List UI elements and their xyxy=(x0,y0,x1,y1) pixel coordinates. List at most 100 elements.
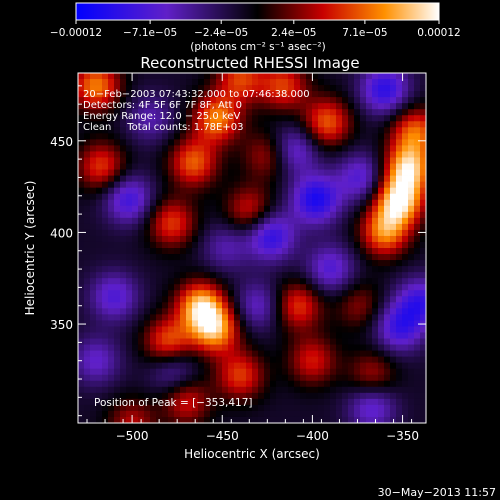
heatmap-cell xyxy=(360,145,367,152)
heatmap-cell xyxy=(216,193,223,201)
heatmap-cell xyxy=(252,103,259,110)
heatmap-cell xyxy=(90,272,97,279)
heatmap-cell xyxy=(180,109,187,116)
heatmap-cell xyxy=(276,187,283,195)
heatmap-cell xyxy=(192,308,199,315)
heatmap-cell xyxy=(294,73,301,80)
heatmap-cell xyxy=(156,374,163,382)
heatmap-cell xyxy=(408,85,415,92)
heatmap-cell xyxy=(132,73,139,80)
heatmap-cell xyxy=(342,97,349,104)
heatmap-cell xyxy=(108,205,115,213)
heatmap-cell xyxy=(90,320,97,327)
heatmap-cell xyxy=(96,398,103,406)
heatmap-cell xyxy=(240,73,247,80)
heatmap-cell xyxy=(102,302,109,309)
heatmap-cell xyxy=(372,302,379,309)
heatmap-cell xyxy=(120,392,127,400)
heatmap-cell xyxy=(162,302,169,309)
heatmap-cell xyxy=(96,326,103,333)
heatmap-cell xyxy=(246,314,253,321)
heatmap-cell xyxy=(174,392,181,400)
heatmap-cell xyxy=(180,175,187,183)
heatmap-cell xyxy=(378,398,385,406)
heatmap-cell xyxy=(342,133,349,140)
heatmap-cell xyxy=(330,368,337,376)
heatmap-cell xyxy=(156,79,163,86)
heatmap-cell xyxy=(150,344,157,351)
heatmap-cell xyxy=(372,398,379,406)
heatmap-cell xyxy=(174,73,181,80)
heatmap-cell xyxy=(390,241,397,249)
heatmap-cell xyxy=(372,229,379,237)
heatmap-cell xyxy=(264,314,271,321)
heatmap-cell xyxy=(402,356,409,364)
heatmap-cell xyxy=(204,362,211,370)
heatmap-cell xyxy=(192,121,199,128)
heatmap-cell xyxy=(132,332,139,339)
heatmap-cell xyxy=(354,145,361,152)
heatmap-cell xyxy=(414,416,421,424)
heatmap-cell xyxy=(120,187,127,195)
heatmap-cell xyxy=(138,338,145,345)
heatmap-cell xyxy=(270,157,277,164)
heatmap-cell xyxy=(288,145,295,152)
heatmap-cell xyxy=(330,85,337,92)
heatmap-cell xyxy=(240,181,247,189)
heatmap-cell xyxy=(414,326,421,333)
heatmap-cell xyxy=(330,272,337,279)
heatmap-cell xyxy=(360,205,367,213)
heatmap-cell xyxy=(390,211,397,219)
heatmap-cell xyxy=(378,278,385,285)
heatmap-cell xyxy=(366,211,373,219)
heatmap-cell xyxy=(276,241,283,249)
heatmap-cell xyxy=(204,217,211,225)
heatmap-cell xyxy=(84,109,91,116)
heatmap-cell xyxy=(420,314,427,321)
heatmap-cell xyxy=(378,350,385,358)
heatmap-cell xyxy=(384,241,391,249)
heatmap-cell xyxy=(114,392,121,400)
heatmap-cell xyxy=(96,290,103,297)
heatmap-cell xyxy=(240,344,247,351)
heatmap-cell xyxy=(120,79,127,86)
heatmap-cell xyxy=(108,368,115,376)
heatmap-cell xyxy=(264,133,271,140)
heatmap-cell xyxy=(78,314,85,321)
heatmap-cell xyxy=(222,205,229,213)
heatmap-cell xyxy=(408,344,415,351)
heatmap-cell xyxy=(150,133,157,140)
heatmap-cell xyxy=(408,121,415,128)
heatmap-cell xyxy=(204,356,211,364)
heatmap-cell xyxy=(192,380,199,388)
heatmap-cell xyxy=(312,380,319,388)
heatmap-cell xyxy=(84,163,91,170)
heatmap-cell xyxy=(408,91,415,98)
heatmap-cell xyxy=(264,254,271,261)
heatmap-cell xyxy=(96,404,103,412)
heatmap-cell xyxy=(300,223,307,231)
heatmap-cell xyxy=(360,404,367,412)
heatmap-cell xyxy=(198,386,205,394)
heatmap-cell xyxy=(132,85,139,92)
heatmap-cell xyxy=(336,380,343,388)
heatmap-cell xyxy=(198,103,205,110)
heatmap-cell xyxy=(312,241,319,249)
heatmap-cell xyxy=(276,278,283,285)
heatmap-cell xyxy=(222,356,229,364)
colorbar-gradient xyxy=(75,2,440,21)
heatmap-cell xyxy=(210,157,217,164)
heatmap-cell xyxy=(168,320,175,327)
heatmap-cell xyxy=(312,85,319,92)
heatmap-cell xyxy=(132,314,139,321)
heatmap-cell xyxy=(288,362,295,370)
heatmap-cell xyxy=(378,145,385,152)
heatmap-cell xyxy=(360,296,367,303)
heatmap-cell xyxy=(90,91,97,98)
heatmap-cell xyxy=(414,296,421,303)
heatmap-cell xyxy=(150,73,157,80)
heatmap-cell xyxy=(342,175,349,183)
heatmap-cell xyxy=(78,133,85,140)
heatmap-cell xyxy=(360,392,367,400)
heatmap-cell xyxy=(168,241,175,249)
